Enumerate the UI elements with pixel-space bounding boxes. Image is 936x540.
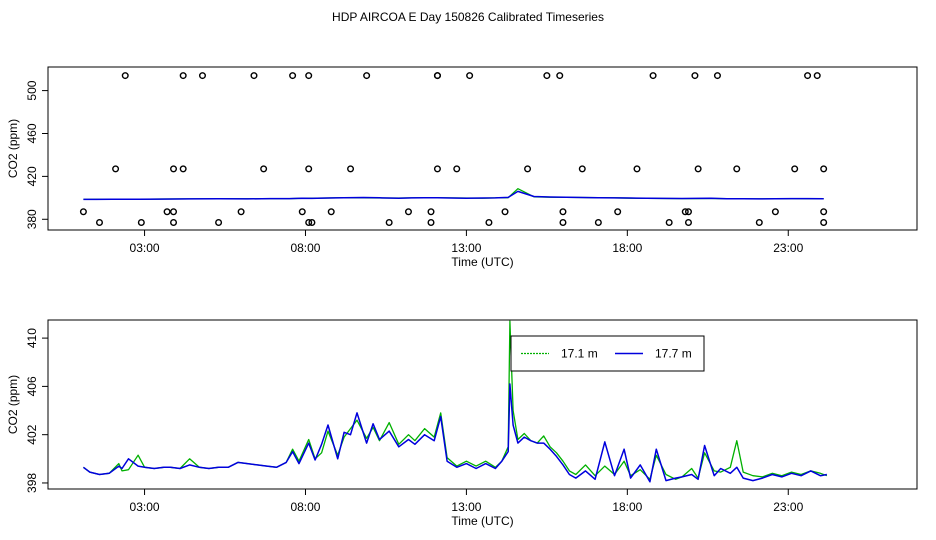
calibration-point (684, 218, 692, 226)
calibration-point (250, 72, 258, 80)
y-axis-label: CO2 (ppm) (6, 119, 20, 178)
calibration-point (633, 165, 641, 173)
x-tick-label: 18:00 (612, 500, 642, 514)
calibration-point (614, 208, 622, 216)
x-tick-label: 18:00 (612, 241, 642, 255)
calibration-point (556, 72, 564, 80)
calibration-point (308, 218, 316, 226)
calibration-point (347, 165, 355, 173)
plot-frame (47, 66, 918, 231)
panel-calibrated: 03:00 08:00 13:00 18:00 23:00 Time (UTC) 380 42… (6, 66, 918, 269)
y-tick-label: 398 (25, 473, 39, 493)
calibration-point (684, 208, 692, 216)
calibration-point (813, 72, 821, 80)
calibration-point (578, 165, 586, 173)
calibration-point (543, 72, 551, 80)
calibration-point (305, 218, 313, 226)
calibration-point (820, 218, 828, 226)
calibration-point (649, 72, 657, 80)
x-tick-label: 08:00 (290, 500, 320, 514)
calibration-point (433, 72, 441, 80)
calibration-point (385, 218, 393, 226)
legend-label: 17.1 m (561, 347, 598, 361)
calibration-point (179, 72, 187, 80)
calibration-point (298, 208, 306, 216)
calibration-point (681, 208, 689, 216)
x-tick-label: 13:00 (451, 500, 481, 514)
calibration-point (485, 218, 493, 226)
plot-frame (47, 319, 918, 490)
calibration-point (237, 208, 245, 216)
panel-timeseries: 03:00 08:00 13:00 18:00 23:00 Time (UTC) 398 40… (6, 319, 918, 528)
calibration-point (433, 165, 441, 173)
calibration-point (137, 218, 145, 226)
calibration-point (820, 208, 828, 216)
calibration-point (327, 208, 335, 216)
calibration-point (198, 72, 206, 80)
calibration-point (215, 218, 223, 226)
calibration-point (804, 72, 812, 80)
x-tick-label: 08:00 (290, 241, 320, 255)
legend-label: 17.7 m (655, 347, 692, 361)
calibration-point (665, 218, 673, 226)
calibration-point (95, 218, 103, 226)
calibration-point (363, 72, 371, 80)
calibration-point (791, 165, 799, 173)
calibration-point (179, 165, 187, 173)
calibration-point (163, 208, 171, 216)
legend: 17.1 m 17.7 m (510, 335, 705, 372)
series-line-17-1-m (83, 320, 828, 480)
calibration-point (755, 218, 763, 226)
x-axis-label: Time (UTC) (451, 514, 513, 528)
calibration-point (170, 218, 178, 226)
chart-title: HDP AIRCOA E Day 150826 Calibrated Times… (332, 10, 604, 24)
y-tick-label: 500 (25, 80, 39, 100)
calibration-point (691, 72, 699, 80)
calibration-point (453, 165, 461, 173)
x-tick-label: 03:00 (130, 241, 160, 255)
calibration-point (427, 218, 435, 226)
calibration-point (305, 165, 313, 173)
calibration-point (694, 165, 702, 173)
calibration-point (524, 165, 532, 173)
x-tick-label: 23:00 (773, 500, 803, 514)
y-tick-label: 406 (25, 376, 39, 396)
x-tick-label: 03:00 (130, 500, 160, 514)
calibration-point (771, 208, 779, 216)
series-line-blue (83, 190, 824, 201)
calibration-point (501, 208, 509, 216)
x-tick-label: 23:00 (773, 241, 803, 255)
calibration-point (466, 72, 474, 80)
y-tick-label: 420 (25, 166, 39, 186)
x-tick-label: 13:00 (451, 241, 481, 255)
y-tick-label: 380 (25, 209, 39, 229)
y-tick-label: 460 (25, 123, 39, 143)
calibration-point (112, 165, 120, 173)
x-axis-label: Time (UTC) (451, 255, 513, 269)
calibration-point (559, 218, 567, 226)
calibration-point (170, 208, 178, 216)
calibration-point (427, 208, 435, 216)
calibration-point (260, 165, 268, 173)
calibration-point (713, 72, 721, 80)
calibration-point (289, 72, 297, 80)
calibration-point (733, 165, 741, 173)
y-axis-label: CO2 (ppm) (6, 375, 20, 434)
calibration-point (594, 218, 602, 226)
calibration-point (305, 72, 313, 80)
y-tick-label: 410 (25, 328, 39, 348)
calibration-point (170, 165, 178, 173)
calibration-point (121, 72, 129, 80)
y-tick-label: 402 (25, 424, 39, 444)
calibration-point (559, 208, 567, 216)
calibration-point (79, 208, 87, 216)
series-line-17-7-m (82, 383, 828, 483)
calibration-point (404, 208, 412, 216)
calibration-point (820, 165, 828, 173)
